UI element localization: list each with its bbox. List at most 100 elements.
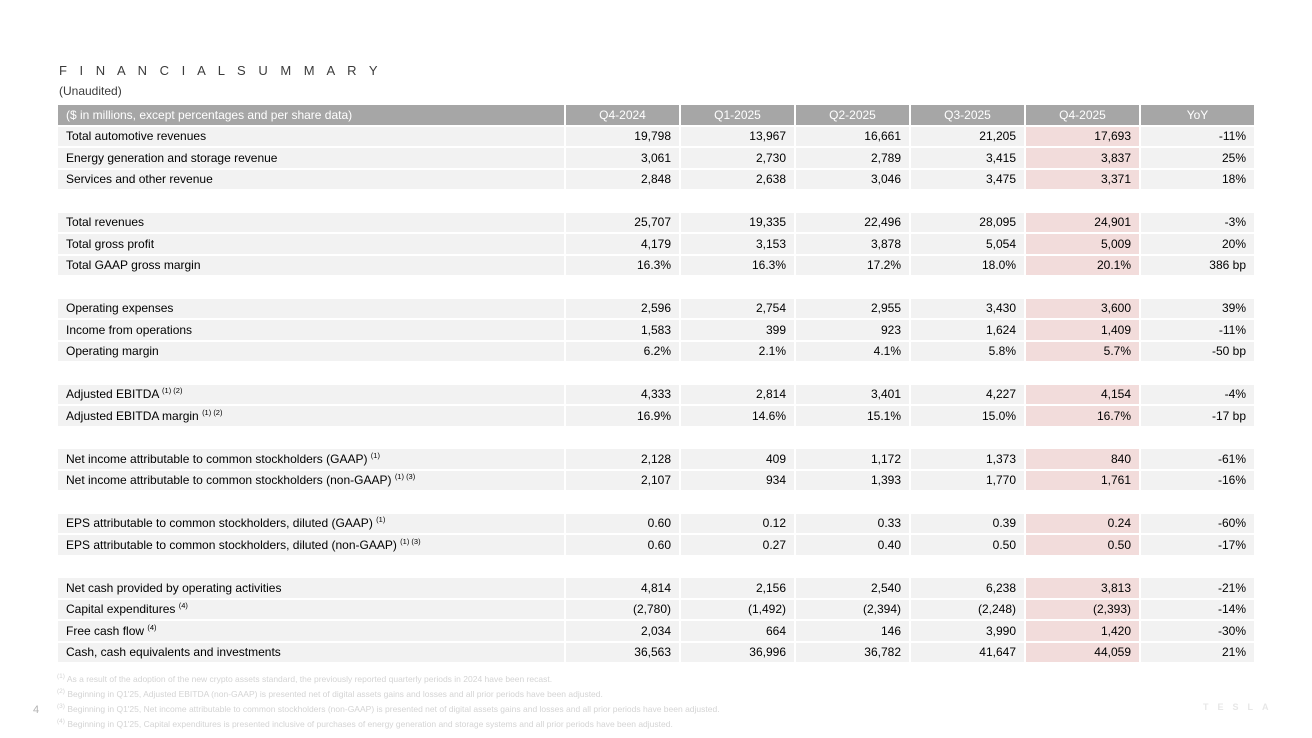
value-cell: -4% <box>1141 384 1254 404</box>
row-label: Income from operations <box>58 320 564 340</box>
table-row: Net income attributable to common stockh… <box>58 470 1254 490</box>
footnotes: (1) As a result of the adoption of the n… <box>57 672 720 732</box>
row-label: Services and other revenue <box>58 169 564 189</box>
footnote: (4) Beginning in Q1'25, Capital expendit… <box>57 717 720 732</box>
value-cell: 36,782 <box>796 642 909 662</box>
value-cell: 5.7% <box>1026 341 1139 361</box>
value-cell: 18.0% <box>911 255 1024 275</box>
footnote-reference: (1) <box>370 450 380 460</box>
row-label: Adjusted EBITDA margin (1) (2) <box>58 406 564 426</box>
value-cell: 14.6% <box>681 406 794 426</box>
value-cell: 2,156 <box>681 578 794 598</box>
value-cell: 2,107 <box>566 470 679 490</box>
row-label: Net income attributable to common stockh… <box>58 470 564 490</box>
tesla-logo: TESLA <box>1203 702 1278 712</box>
table-row: EPS attributable to common stockholders,… <box>58 535 1254 555</box>
value-cell: 0.12 <box>681 513 794 533</box>
value-cell: 44,059 <box>1026 642 1139 662</box>
footnote: (3) Beginning in Q1'25, Net income attri… <box>57 702 720 717</box>
row-label: EPS attributable to common stockholders,… <box>58 513 564 533</box>
value-cell: 0.60 <box>566 535 679 555</box>
footnote-marker: (3) <box>57 703 65 711</box>
value-cell: 19,798 <box>566 126 679 146</box>
footnote: (2) Beginning in Q1'25, Adjusted EBITDA … <box>57 687 720 702</box>
value-cell: 3,990 <box>911 621 1024 641</box>
footnote-reference: (1) (2) <box>162 386 183 396</box>
value-cell: 386 bp <box>1141 255 1254 275</box>
value-cell: 1,583 <box>566 320 679 340</box>
value-cell: 2,596 <box>566 298 679 318</box>
value-cell: -14% <box>1141 599 1254 619</box>
value-cell: (1,492) <box>681 599 794 619</box>
value-cell: 25% <box>1141 148 1254 168</box>
row-label: Total gross profit <box>58 234 564 254</box>
footnote-text: Beginning in Q1'25, Capital expenditures… <box>64 719 673 729</box>
value-cell: -50 bp <box>1141 341 1254 361</box>
table-row: Adjusted EBITDA margin (1) (2) 16.9% 14.6%… <box>58 406 1254 426</box>
table-row: Total revenues 25,707 19,335 22,496 28,095 24… <box>58 212 1254 232</box>
value-cell: 5,009 <box>1026 234 1139 254</box>
table-row: Adjusted EBITDA (1) (2) 4,333 2,814 3,401 4,… <box>58 384 1254 404</box>
footnote-reference: (1) (3) <box>394 472 416 482</box>
spacer-cell <box>58 363 1254 383</box>
value-cell: 4,179 <box>566 234 679 254</box>
table-row: Net income attributable to common stockh… <box>58 449 1254 469</box>
value-cell: 4,333 <box>566 384 679 404</box>
value-cell: 3,600 <box>1026 298 1139 318</box>
row-label: Adjusted EBITDA (1) (2) <box>58 384 564 404</box>
spacer-row <box>58 191 1254 211</box>
footnote-reference: (1) (3) <box>400 536 421 546</box>
value-cell: -11% <box>1141 126 1254 146</box>
value-cell: 1,420 <box>1026 621 1139 641</box>
table-header-row: ($ in millions, except percentages and p… <box>58 105 1254 125</box>
value-cell: (2,248) <box>911 599 1024 619</box>
spacer-row <box>58 428 1254 448</box>
value-cell: 28,095 <box>911 212 1024 232</box>
value-cell: 2,638 <box>681 169 794 189</box>
table-row: Services and other revenue 2,848 2,638 3,04… <box>58 169 1254 189</box>
footnote-text: As a result of the adoption of the new c… <box>64 674 553 684</box>
table-body: Total automotive revenues 19,798 13,967 16,… <box>58 126 1254 662</box>
value-cell: 0.39 <box>911 513 1024 533</box>
footnote-reference: (4) <box>178 601 188 611</box>
value-cell: 22,496 <box>796 212 909 232</box>
value-cell: 24,901 <box>1026 212 1139 232</box>
value-cell: 2,955 <box>796 298 909 318</box>
value-cell: 15.0% <box>911 406 1024 426</box>
value-cell: 16.7% <box>1026 406 1139 426</box>
value-cell: 0.33 <box>796 513 909 533</box>
value-cell: 20.1% <box>1026 255 1139 275</box>
value-cell: 5,054 <box>911 234 1024 254</box>
value-cell: 4,227 <box>911 384 1024 404</box>
value-cell: 2.1% <box>681 341 794 361</box>
value-cell: 1,624 <box>911 320 1024 340</box>
value-cell: 3,837 <box>1026 148 1139 168</box>
spacer-cell <box>58 428 1254 448</box>
value-cell: -3% <box>1141 212 1254 232</box>
table-row: Income from operations 1,583 399 923 1,624 1,… <box>58 320 1254 340</box>
value-cell: 15.1% <box>796 406 909 426</box>
value-cell: 2,754 <box>681 298 794 318</box>
row-label: Total GAAP gross margin <box>58 255 564 275</box>
value-cell: 6.2% <box>566 341 679 361</box>
spacer-cell <box>58 492 1254 512</box>
header-q2-2025: Q2-2025 <box>796 105 909 125</box>
value-cell: 21% <box>1141 642 1254 662</box>
value-cell: 25,707 <box>566 212 679 232</box>
value-cell: -11% <box>1141 320 1254 340</box>
value-cell: 0.40 <box>796 535 909 555</box>
value-cell: -16% <box>1141 470 1254 490</box>
footnote-reference: (4) <box>147 622 157 632</box>
value-cell: 1,393 <box>796 470 909 490</box>
spacer-row <box>58 363 1254 383</box>
header-q4-2025: Q4-2025 <box>1026 105 1139 125</box>
value-cell: 5.8% <box>911 341 1024 361</box>
value-cell: (2,394) <box>796 599 909 619</box>
value-cell: 3,061 <box>566 148 679 168</box>
value-cell: 19,335 <box>681 212 794 232</box>
spacer-row <box>58 492 1254 512</box>
value-cell: 16,661 <box>796 126 909 146</box>
value-cell: 13,967 <box>681 126 794 146</box>
table-row: Total gross profit 4,179 3,153 3,878 5,054 5,… <box>58 234 1254 254</box>
value-cell: 2,848 <box>566 169 679 189</box>
